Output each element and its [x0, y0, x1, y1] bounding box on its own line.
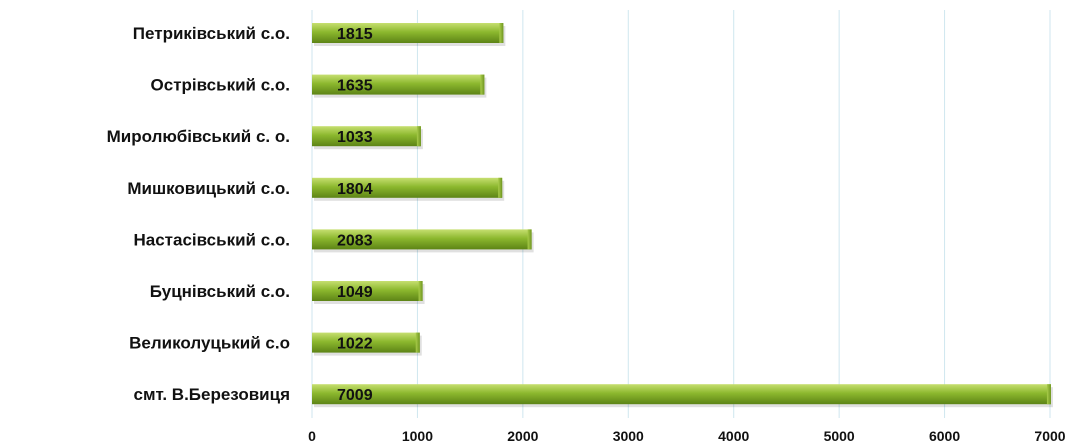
- bar: [312, 177, 503, 198]
- x-tick-label: 3000: [613, 428, 644, 444]
- bar: [312, 126, 421, 147]
- bar-cap: [527, 229, 532, 250]
- data-label: 2083: [337, 232, 373, 249]
- category-label: Буцнівський с.о.: [150, 282, 290, 301]
- category-label: Острівський с.о.: [151, 76, 290, 95]
- bar: [312, 74, 485, 95]
- bar: [312, 332, 420, 353]
- gridlines: [311, 10, 1051, 418]
- category-label: Великолуцький с.о: [129, 334, 290, 353]
- category-label: Миролюбівський с. о.: [107, 127, 290, 146]
- x-tick-label: 7000: [1034, 428, 1065, 444]
- bar-cap: [415, 332, 420, 353]
- bar-cap: [480, 74, 485, 95]
- x-tick-label: 1000: [402, 428, 433, 444]
- category-label: Петриківський с.о.: [133, 24, 290, 43]
- x-tick-label: 6000: [929, 428, 960, 444]
- x-tick-label: 0: [308, 428, 316, 444]
- bar: [312, 23, 504, 43]
- bar-cap: [418, 281, 423, 301]
- bar-cap: [498, 177, 503, 198]
- data-label: 7009: [337, 387, 373, 404]
- category-labels: Петриківський с.о. Острівський с.о. Миролю…: [107, 24, 290, 404]
- bar: [312, 229, 532, 250]
- data-label: 1049: [337, 284, 373, 301]
- category-label: Настасівський с.о.: [134, 230, 291, 249]
- bar: [312, 384, 1051, 405]
- category-label: смт. В.Березовиця: [133, 385, 290, 404]
- bar-cap: [499, 23, 504, 43]
- bars: 1815 1635 1033 1804 2083 1049 1022 7009: [312, 23, 1053, 408]
- category-label: Мишковицький с.о.: [127, 179, 290, 198]
- x-axis-tick-labels: 0 1000 2000 3000 4000 5000 6000 7000: [308, 428, 1066, 444]
- data-label: 1815: [337, 26, 373, 43]
- x-tick-label: 5000: [824, 428, 855, 444]
- x-tick-label: 4000: [718, 428, 749, 444]
- bar-cap: [416, 126, 421, 147]
- data-label: 1635: [337, 78, 373, 95]
- bar-cap: [1046, 384, 1051, 405]
- bar: [312, 281, 423, 301]
- data-label: 1033: [337, 129, 373, 146]
- data-label: 1804: [337, 181, 373, 198]
- x-tick-label: 2000: [507, 428, 538, 444]
- data-label: 1022: [337, 336, 373, 353]
